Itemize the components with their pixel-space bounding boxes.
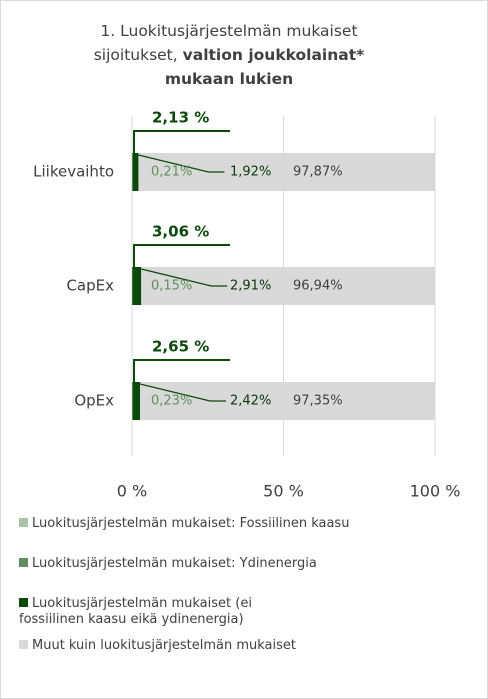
total-label: 2,13 % bbox=[152, 109, 209, 127]
bar-segment bbox=[140, 382, 436, 420]
leader-line bbox=[141, 268, 228, 287]
x-tick-label: 50 % bbox=[263, 482, 304, 501]
value-label: 1,92% bbox=[230, 165, 271, 180]
bar-segment bbox=[132, 267, 142, 305]
bar-segment bbox=[138, 153, 435, 191]
callout-bracket bbox=[133, 244, 230, 267]
legend-item: Luokitusjärjestelmän mukaiset: Ydinenerg… bbox=[19, 556, 459, 572]
bar-segment bbox=[132, 382, 133, 420]
chart-title: 1. Luokitusjärjestelmän mukaiset sijoitu… bbox=[61, 19, 397, 91]
leader-line bbox=[138, 154, 225, 173]
value-label: 96,94% bbox=[293, 279, 343, 294]
y-tick-label: Liikevaihto bbox=[33, 163, 114, 181]
y-tick-label: CapEx bbox=[66, 277, 114, 295]
callout-bracket bbox=[133, 130, 230, 153]
legend-item: Luokitusjärjestelmän mukaiset: Fossiilin… bbox=[19, 516, 459, 532]
total-label: 2,65 % bbox=[152, 338, 209, 356]
value-label: 0,21% bbox=[151, 165, 192, 180]
value-label: 0,15% bbox=[151, 279, 192, 294]
legend-item: Luokitusjärjestelmän mukaiset (ei fossii… bbox=[19, 596, 319, 628]
value-label: 2,42% bbox=[230, 394, 271, 409]
legend-swatch bbox=[19, 518, 28, 527]
bar-segment bbox=[132, 382, 141, 420]
legend-label: Luokitusjärjestelmän mukaiset: Fossiilin… bbox=[32, 516, 350, 531]
legend-swatch bbox=[19, 598, 28, 607]
x-tick-label: 100 % bbox=[410, 482, 461, 501]
callout-bracket bbox=[133, 359, 230, 382]
legend-label: Luokitusjärjestelmän mukaiset (ei fossii… bbox=[19, 596, 252, 627]
bar-segment bbox=[132, 153, 133, 191]
title-bold: valtion joukkolainat* mukaan lukien bbox=[164, 46, 365, 88]
bar-segment bbox=[132, 153, 139, 191]
legend-swatch bbox=[19, 558, 28, 567]
value-label: 0,23% bbox=[151, 394, 192, 409]
y-tick-label: OpEx bbox=[74, 392, 114, 410]
value-label: 2,91% bbox=[230, 279, 271, 294]
leader-line bbox=[139, 383, 227, 402]
legend-item: Muut kuin luokitusjärjestelmän mukaiset bbox=[19, 638, 459, 654]
title: 1. Luokitusjärjestelmän mukaiset sijoitu… bbox=[93, 22, 358, 64]
value-label: 97,35% bbox=[293, 394, 343, 409]
total-label: 3,06 % bbox=[152, 223, 209, 241]
value-label: 97,87% bbox=[293, 165, 343, 180]
bar-segment bbox=[141, 267, 436, 305]
legend-swatch bbox=[19, 640, 28, 649]
legend-label: Luokitusjärjestelmän mukaiset: Ydinenerg… bbox=[32, 556, 317, 571]
x-tick-label: 0 % bbox=[117, 482, 147, 501]
legend-label: Muut kuin luokitusjärjestelmän mukaiset bbox=[32, 638, 296, 653]
